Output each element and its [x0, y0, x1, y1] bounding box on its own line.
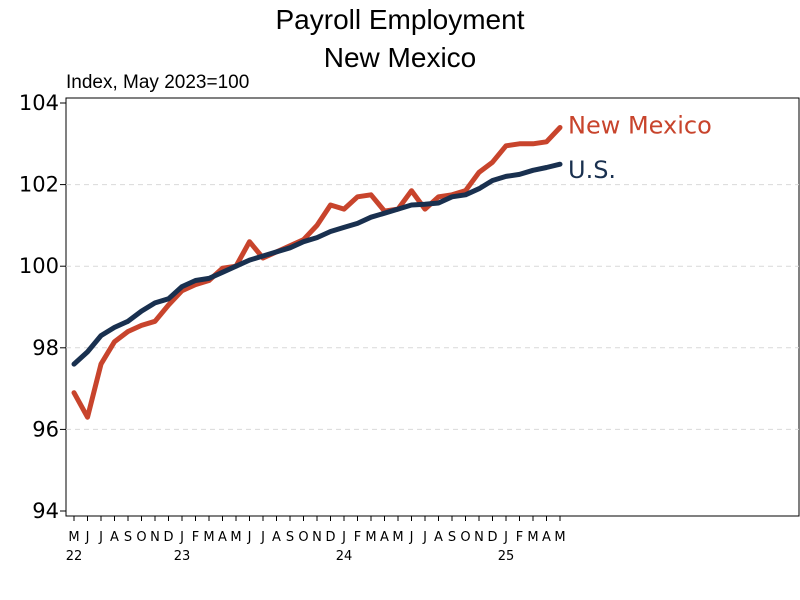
x-tick-label: A	[434, 530, 443, 545]
gridlines	[66, 184, 799, 430]
x-tick-label: J	[85, 530, 90, 545]
x-tick-label: O	[460, 530, 470, 545]
x-tick-label: N	[312, 530, 322, 545]
x-tick-label: F	[516, 530, 523, 545]
x-tick-label: J	[179, 530, 184, 545]
x-tick-label: A	[218, 530, 227, 545]
series-labels: New Mexico U.S.	[568, 111, 712, 184]
x-year-label: 23	[174, 549, 191, 564]
y-axis-label: Index, May 2023=100	[66, 72, 249, 93]
x-tick-label: A	[272, 530, 281, 545]
x-year-label: 22	[66, 549, 83, 564]
x-tick-label: J	[98, 530, 103, 545]
x-tick-label: J	[341, 530, 346, 545]
x-tick-label: N	[474, 530, 484, 545]
x-tick-label: F	[354, 530, 361, 545]
series-line-new-mexico	[71, 125, 563, 420]
x-year-label: 25	[498, 549, 515, 564]
x-tick-label: S	[286, 530, 294, 545]
x-tick-label: J	[260, 530, 265, 545]
x-tick-label: M	[68, 530, 79, 545]
x-tick-label: S	[124, 530, 132, 545]
plot-frame	[65, 97, 800, 517]
x-tick-label: D	[325, 530, 335, 545]
x-tick-label: M	[203, 530, 214, 545]
x-tick-label: J	[422, 530, 427, 545]
y-tick-label: 98	[32, 336, 59, 360]
y-tick-label: 96	[32, 417, 59, 441]
x-tick-label: M	[554, 530, 565, 545]
x-tick-label: A	[110, 530, 119, 545]
x-axis-ticks: M J J A S O N D J F M A M J J A S O N D J F M A M J J A S O N D J F M A M22 2…	[66, 516, 566, 564]
x-tick-label: A	[380, 530, 389, 545]
x-tick-label: J	[247, 530, 252, 545]
x-year-label: 24	[336, 549, 353, 564]
series-line-us	[71, 161, 563, 367]
x-tick-label: N	[150, 530, 160, 545]
y-tick-label: 94	[32, 499, 59, 523]
chart-subtitle: New Mexico	[324, 42, 476, 73]
y-tick-label: 102	[19, 173, 59, 197]
x-tick-label: O	[136, 530, 146, 545]
x-tick-label: M	[230, 530, 241, 545]
y-tick-label: 100	[19, 254, 59, 278]
series-label-new-mexico: New Mexico	[568, 111, 712, 139]
x-tick-label: M	[365, 530, 376, 545]
x-tick-label: D	[487, 530, 497, 545]
series-lines	[71, 125, 563, 420]
x-tick-label: D	[163, 530, 173, 545]
chart-title: Payroll Employment	[276, 4, 525, 35]
x-tick-label: O	[298, 530, 308, 545]
x-tick-label: S	[448, 530, 456, 545]
x-tick-label: M	[392, 530, 403, 545]
x-tick-label: J	[503, 530, 508, 545]
y-tick-label: 104	[19, 91, 59, 115]
y-axis-ticks: 94 96 98 100 102 104	[19, 91, 66, 523]
x-tick-label: J	[409, 530, 414, 545]
x-tick-label: A	[542, 530, 551, 545]
x-tick-label: F	[192, 530, 199, 545]
x-tick-label: M	[527, 530, 538, 545]
series-label-us: U.S.	[568, 156, 616, 184]
